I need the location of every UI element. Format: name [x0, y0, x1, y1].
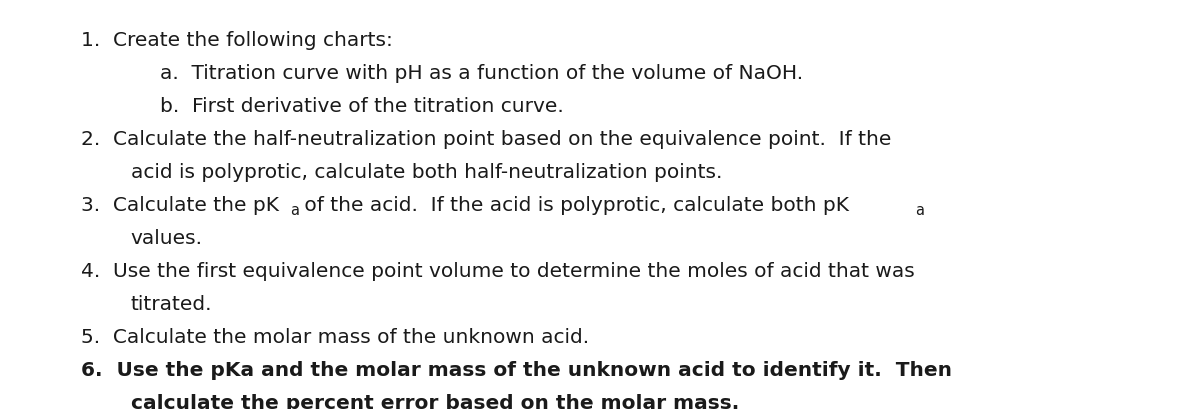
- Text: 4.  Use the first equivalence point volume to determine the moles of acid that w: 4. Use the first equivalence point volum…: [81, 261, 914, 280]
- Text: 3.  Calculate the pK: 3. Calculate the pK: [81, 196, 279, 214]
- Text: a: a: [915, 203, 925, 218]
- Text: of the acid.  If the acid is polyprotic, calculate both pK: of the acid. If the acid is polyprotic, …: [298, 196, 849, 214]
- Text: 2.  Calculate the half-neutralization point based on the equivalence point.  If : 2. Calculate the half-neutralization poi…: [81, 129, 891, 148]
- Text: values.: values.: [131, 228, 203, 247]
- Text: calculate the percent error based on the molar mass.: calculate the percent error based on the…: [131, 393, 738, 409]
- Text: 5.  Calculate the molar mass of the unknown acid.: 5. Calculate the molar mass of the unkno…: [81, 327, 589, 346]
- Text: 1.  Create the following charts:: 1. Create the following charts:: [81, 31, 393, 49]
- Text: a: a: [290, 203, 299, 218]
- Text: titrated.: titrated.: [131, 294, 212, 313]
- Text: acid is polyprotic, calculate both half-neutralization points.: acid is polyprotic, calculate both half-…: [131, 162, 722, 181]
- Text: b.  First derivative of the titration curve.: b. First derivative of the titration cur…: [160, 97, 564, 115]
- Text: a.  Titration curve with pH as a function of the volume of NaOH.: a. Titration curve with pH as a function…: [160, 63, 804, 83]
- Text: 6.  Use the pKa and the molar mass of the unknown acid to identify it.  Then: 6. Use the pKa and the molar mass of the…: [81, 360, 952, 379]
